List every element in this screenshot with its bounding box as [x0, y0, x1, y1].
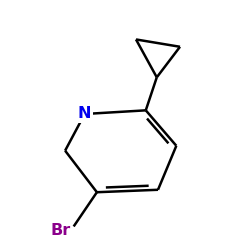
Text: N: N	[78, 106, 92, 122]
Text: Br: Br	[50, 223, 70, 238]
